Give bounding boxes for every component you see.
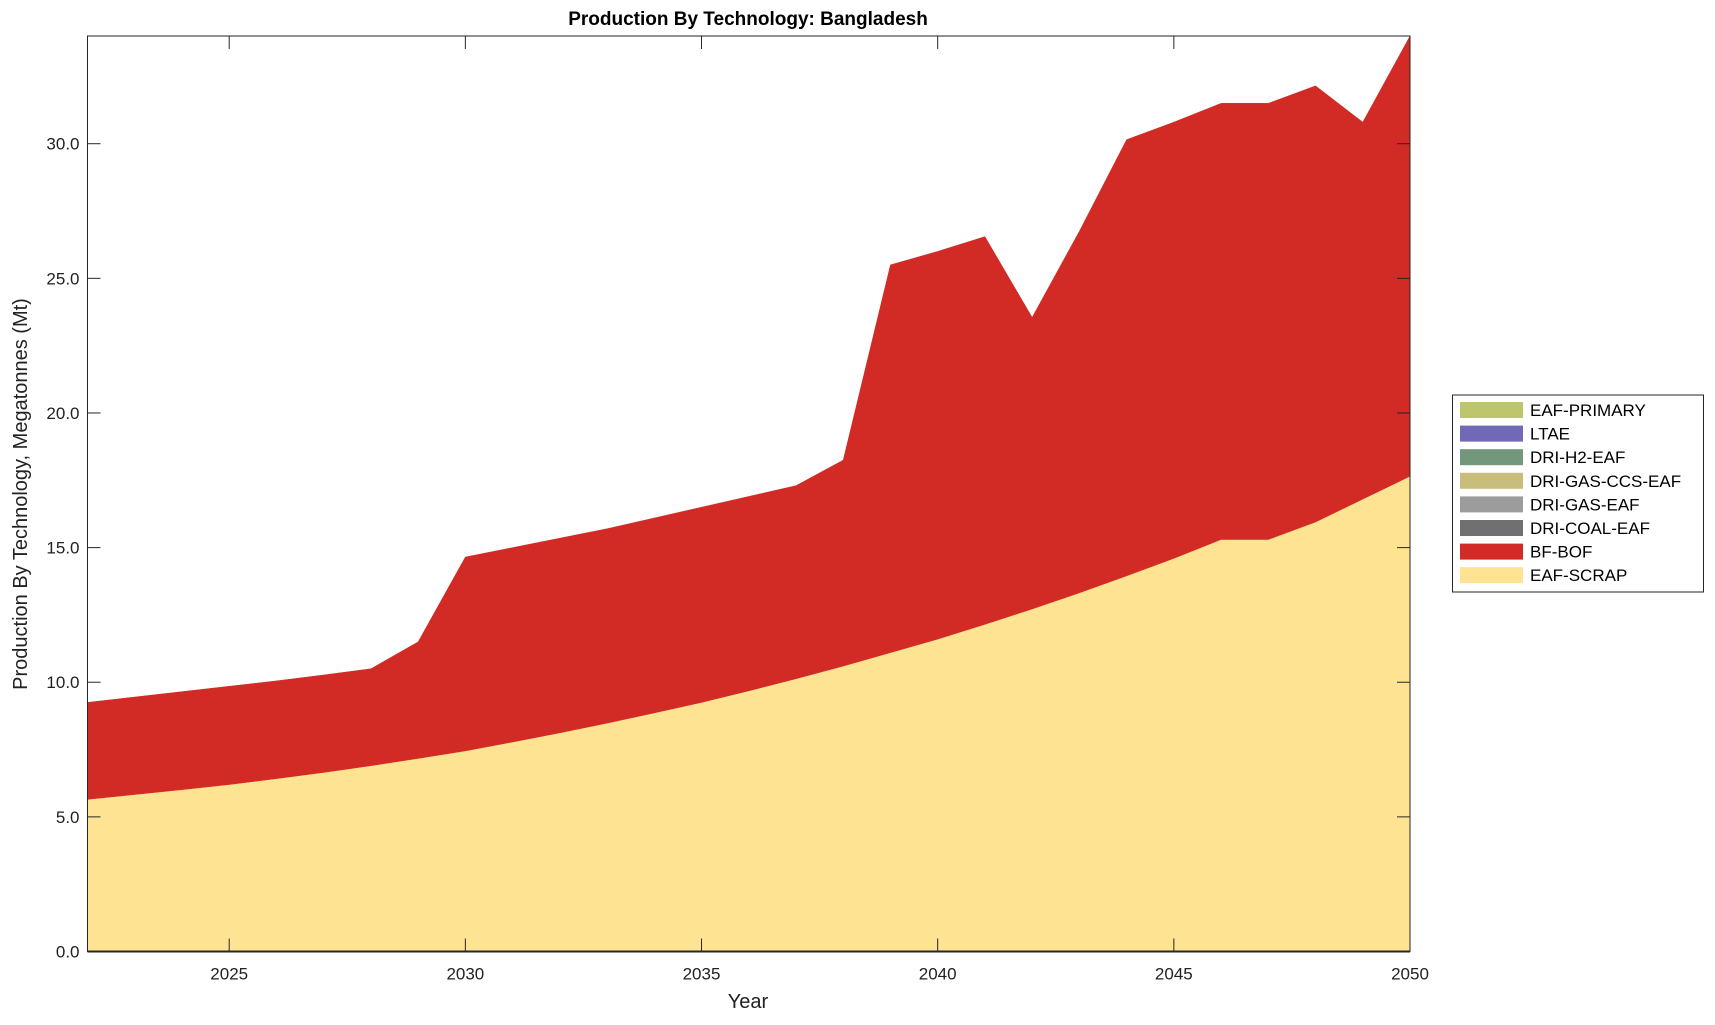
legend-item-dri-gas-eaf: DRI-GAS-EAF — [1460, 495, 1640, 514]
y-tick-label: 0.0 — [56, 943, 80, 962]
chart-title: Production By Technology: Bangladesh — [568, 9, 928, 30]
y-tick-labels: 0.0 5.0 10.0 15.0 20.0 25.0 30.0 — [46, 135, 79, 962]
x-tick-label: 2040 — [919, 965, 957, 984]
y-tick-label: 25.0 — [46, 269, 79, 288]
x-axis-label: Year — [728, 991, 769, 1013]
legend: EAF-PRIMARY LTAE DRI-H2-EAF DRI-GAS-CCS-EAF… — [1452, 394, 1704, 593]
legend-label: DRI-GAS-EAF — [1530, 495, 1640, 514]
x-tick-label: 2030 — [446, 965, 484, 984]
legend-item-eaf-primary: EAF-PRIMARY — [1460, 401, 1646, 420]
legend-label: EAF-SCRAP — [1530, 566, 1627, 585]
legend-label: LTAE — [1530, 425, 1570, 444]
y-tick-label: 20.0 — [46, 404, 79, 423]
y-tick-label: 15.0 — [46, 539, 79, 558]
area-layers — [87, 35, 1411, 952]
legend-item-ltae: LTAE — [1460, 425, 1570, 444]
legend-label: DRI-COAL-EAF — [1530, 519, 1650, 538]
legend-label: EAF-PRIMARY — [1530, 401, 1646, 420]
legend-swatch — [1460, 449, 1523, 466]
legend-item-dri-gas-ccs-eaf: DRI-GAS-CCS-EAF — [1460, 472, 1681, 491]
y-tick-label: 5.0 — [56, 808, 80, 827]
x-tick-label: 2045 — [1155, 965, 1193, 984]
legend-label: BF-BOF — [1530, 543, 1592, 562]
y-axis-label: Production By Technology, Megatonnes (Mt… — [10, 298, 32, 690]
x-tick-label: 2035 — [683, 965, 721, 984]
legend-box — [1452, 394, 1704, 593]
legend-swatch — [1460, 496, 1523, 513]
legend-swatch — [1460, 520, 1523, 536]
legend-swatch — [1460, 567, 1523, 584]
x-tick-labels: 2025 2030 2035 2040 2045 2050 — [210, 965, 1429, 984]
legend-item-eaf-scrap: EAF-SCRAP — [1460, 566, 1627, 585]
legend-item-dri-h2-eaf: DRI-H2-EAF — [1460, 448, 1625, 467]
legend-swatch — [1460, 402, 1523, 418]
legend-label: DRI-H2-EAF — [1530, 448, 1625, 467]
legend-item-bf-bof: BF-BOF — [1460, 543, 1592, 562]
legend-swatch — [1460, 472, 1523, 489]
legend-swatch — [1460, 543, 1523, 560]
x-tick-label: 2050 — [1391, 965, 1429, 984]
legend-swatch — [1460, 425, 1523, 442]
y-tick-label: 10.0 — [46, 673, 79, 692]
y-tick-label: 30.0 — [46, 135, 79, 154]
x-tick-label: 2025 — [210, 965, 248, 984]
legend-label: DRI-GAS-CCS-EAF — [1530, 472, 1681, 491]
legend-item-dri-coal-eaf: DRI-COAL-EAF — [1460, 519, 1650, 538]
